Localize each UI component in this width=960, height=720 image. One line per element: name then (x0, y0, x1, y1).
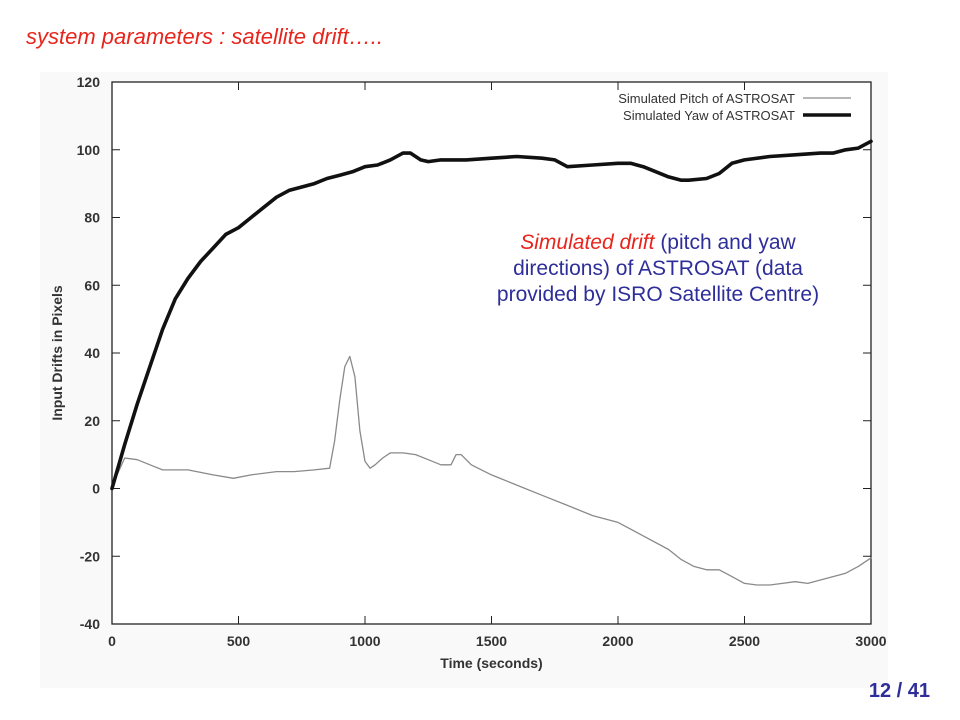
y-tick-label: 120 (77, 74, 101, 90)
y-tick-label: 20 (84, 413, 100, 429)
x-tick-label: 0 (108, 633, 116, 649)
chart-annotation: Simulated drift (pitch and yaw direction… (478, 230, 838, 308)
slide-title: system parameters : satellite drift….. (26, 24, 383, 49)
y-tick-label: 100 (77, 142, 101, 158)
x-tick-label: 1500 (476, 633, 507, 649)
y-tick-label: 0 (92, 481, 100, 497)
annotation-emphasis: Simulated drift (520, 231, 655, 254)
y-tick-label: 80 (84, 210, 100, 226)
series-line-pitch (111, 355, 872, 586)
x-tick-label: 2500 (729, 633, 760, 649)
page-number: 12 / 41 (868, 680, 930, 702)
legend-label: Simulated Pitch of ASTROSAT (618, 91, 795, 106)
x-tick-label: 2000 (602, 633, 633, 649)
x-axis-label: Time (seconds) (440, 655, 542, 671)
plot-frame (111, 81, 872, 625)
annotation-body: (pitch and yaw directions) of ASTROSAT (… (496, 231, 820, 306)
y-tick-label: 40 (84, 345, 100, 361)
y-tick-label: -20 (80, 548, 100, 564)
series-line-yaw (110, 139, 873, 491)
x-tick-label: 500 (227, 633, 251, 649)
legend-label: Simulated Yaw of ASTROSAT (623, 108, 795, 123)
y-tick-label: -40 (80, 616, 100, 632)
y-tick-label: 60 (84, 277, 100, 293)
x-tick-label: 3000 (855, 633, 886, 649)
x-tick-label: 1000 (349, 633, 380, 649)
y-axis-label: Input Drifts in Pixels (49, 285, 65, 421)
